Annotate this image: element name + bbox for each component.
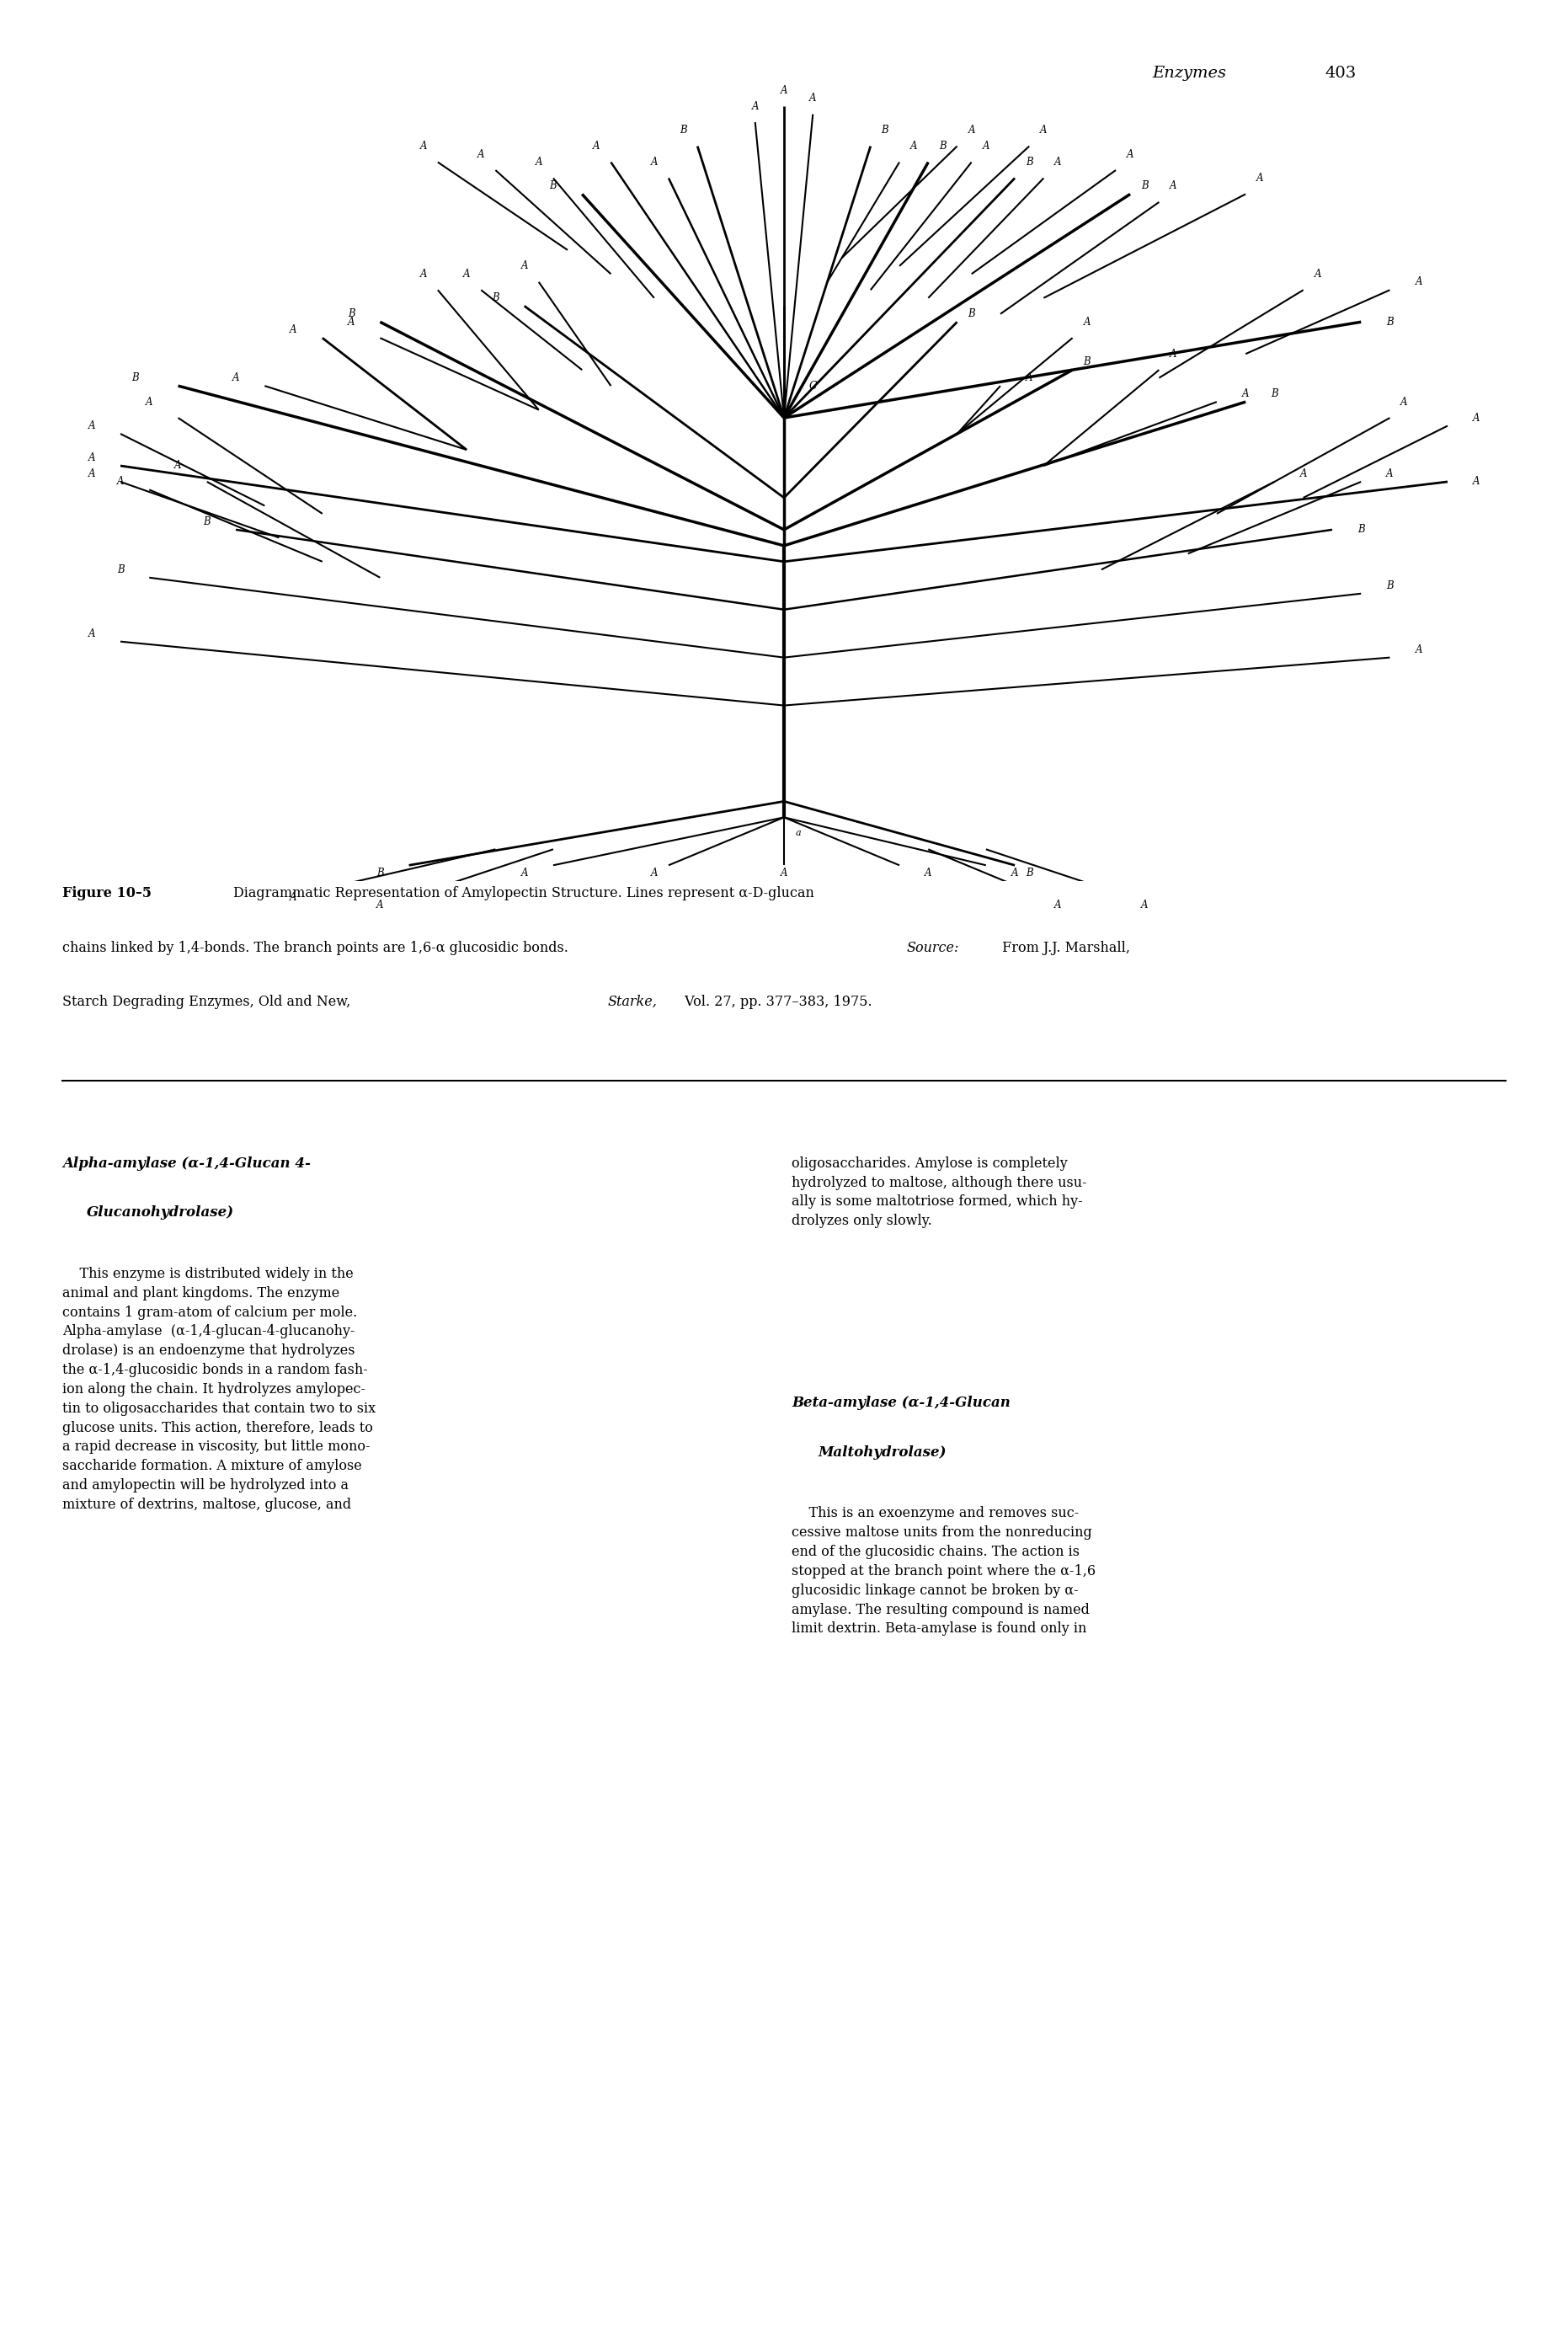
Text: A: A bbox=[1127, 148, 1134, 160]
Text: B: B bbox=[492, 291, 499, 303]
Text: oligosaccharides. Amylose is completely
hydrolyzed to maltose, although there us: oligosaccharides. Amylose is completely … bbox=[792, 1156, 1087, 1229]
Text: A: A bbox=[1055, 157, 1062, 167]
Text: A: A bbox=[535, 157, 543, 167]
Text: B: B bbox=[1358, 524, 1364, 536]
Text: A: A bbox=[88, 451, 96, 463]
Text: From J.J. Marshall,: From J.J. Marshall, bbox=[997, 940, 1129, 954]
Text: A: A bbox=[1170, 181, 1178, 193]
Text: B: B bbox=[967, 308, 975, 320]
Text: Glucanohydrolase): Glucanohydrolase) bbox=[86, 1206, 234, 1220]
Text: A: A bbox=[593, 141, 601, 153]
Text: A: A bbox=[651, 157, 657, 167]
Text: B: B bbox=[348, 308, 354, 320]
Text: Enzymes: Enzymes bbox=[1152, 66, 1226, 80]
Text: B: B bbox=[1386, 580, 1394, 592]
Text: A: A bbox=[521, 867, 528, 879]
Text: B: B bbox=[1025, 157, 1033, 167]
Text: B: B bbox=[1270, 388, 1278, 400]
Text: B: B bbox=[939, 141, 947, 153]
Text: A: A bbox=[521, 261, 528, 273]
Text: A: A bbox=[1025, 371, 1033, 383]
Text: Diagrammatic Representation of Amylopectin Structure. Lines represent α-D-glucan: Diagrammatic Representation of Amylopect… bbox=[234, 886, 814, 900]
Text: B: B bbox=[1142, 181, 1148, 193]
Text: A: A bbox=[376, 900, 384, 912]
Text: B: B bbox=[204, 517, 210, 526]
Text: This is an exoenzyme and removes suc-
cessive maltose units from the nonreducing: This is an exoenzyme and removes suc- ce… bbox=[792, 1506, 1096, 1636]
Text: B: B bbox=[132, 371, 138, 383]
Text: a: a bbox=[795, 830, 801, 837]
Text: A: A bbox=[348, 317, 354, 327]
Text: A: A bbox=[1170, 348, 1178, 360]
Text: A: A bbox=[809, 92, 817, 103]
Text: chains linked by 1,4-bonds. The branch points are 1,6-α glucosidic bonds.: chains linked by 1,4-bonds. The branch p… bbox=[63, 940, 572, 954]
Text: A: A bbox=[1400, 397, 1408, 407]
Text: A: A bbox=[1242, 388, 1250, 400]
Text: A: A bbox=[118, 477, 124, 486]
Text: A: A bbox=[478, 148, 485, 160]
Text: B: B bbox=[881, 125, 889, 136]
Text: A: A bbox=[174, 461, 182, 472]
Text: A: A bbox=[983, 141, 989, 153]
Text: A: A bbox=[463, 268, 470, 280]
Text: A: A bbox=[1416, 277, 1422, 287]
Text: A: A bbox=[1142, 900, 1148, 912]
Text: A: A bbox=[1300, 468, 1306, 479]
Text: A: A bbox=[1040, 125, 1047, 136]
Text: B: B bbox=[549, 181, 557, 193]
Text: A: A bbox=[232, 371, 240, 383]
Text: Starke,: Starke, bbox=[608, 994, 657, 1008]
Text: A: A bbox=[420, 268, 426, 280]
Text: Starch Degrading Enzymes, Old and New,: Starch Degrading Enzymes, Old and New, bbox=[63, 994, 356, 1008]
Text: A: A bbox=[88, 421, 96, 432]
Text: B: B bbox=[376, 867, 384, 879]
Text: 403: 403 bbox=[1325, 66, 1356, 80]
Text: A: A bbox=[967, 125, 975, 136]
Text: A: A bbox=[911, 141, 917, 153]
Text: A: A bbox=[88, 468, 96, 479]
Text: B: B bbox=[1025, 867, 1033, 879]
Text: A: A bbox=[1386, 468, 1394, 479]
Text: Vol. 27, pp. 377–383, 1975.: Vol. 27, pp. 377–383, 1975. bbox=[681, 994, 872, 1008]
Text: A: A bbox=[651, 867, 657, 879]
Text: A: A bbox=[1011, 867, 1018, 879]
Text: A: A bbox=[751, 101, 759, 113]
Text: A: A bbox=[781, 867, 787, 879]
Text: A: A bbox=[88, 627, 96, 639]
Text: A: A bbox=[781, 85, 787, 96]
Text: A: A bbox=[1416, 644, 1422, 656]
Text: Source:: Source: bbox=[906, 940, 960, 954]
Text: A: A bbox=[1055, 900, 1062, 912]
Text: B: B bbox=[116, 564, 124, 576]
Text: A: A bbox=[1256, 172, 1264, 183]
Text: B: B bbox=[1083, 357, 1091, 367]
Text: A: A bbox=[1083, 317, 1090, 327]
Text: A: A bbox=[290, 891, 296, 902]
Text: Maltohydrolase): Maltohydrolase) bbox=[818, 1445, 947, 1459]
Text: B: B bbox=[679, 125, 687, 136]
Text: Alpha-amylase (α-1,4-Glucan 4-: Alpha-amylase (α-1,4-Glucan 4- bbox=[63, 1156, 310, 1170]
Text: A: A bbox=[1472, 411, 1480, 423]
Text: A: A bbox=[1314, 268, 1322, 280]
Text: A: A bbox=[1472, 477, 1480, 486]
Text: This enzyme is distributed widely in the
animal and plant kingdoms. The enzyme
c: This enzyme is distributed widely in the… bbox=[63, 1267, 376, 1511]
Text: B: B bbox=[1386, 317, 1394, 327]
Text: A: A bbox=[925, 867, 931, 879]
Text: Beta-amylase (α-1,4-Glucan: Beta-amylase (α-1,4-Glucan bbox=[792, 1396, 1011, 1410]
Text: A: A bbox=[420, 141, 426, 153]
Text: A: A bbox=[290, 324, 296, 336]
Text: A: A bbox=[146, 397, 152, 407]
Text: C: C bbox=[809, 381, 817, 392]
Text: Figure 10–5: Figure 10–5 bbox=[63, 886, 152, 900]
